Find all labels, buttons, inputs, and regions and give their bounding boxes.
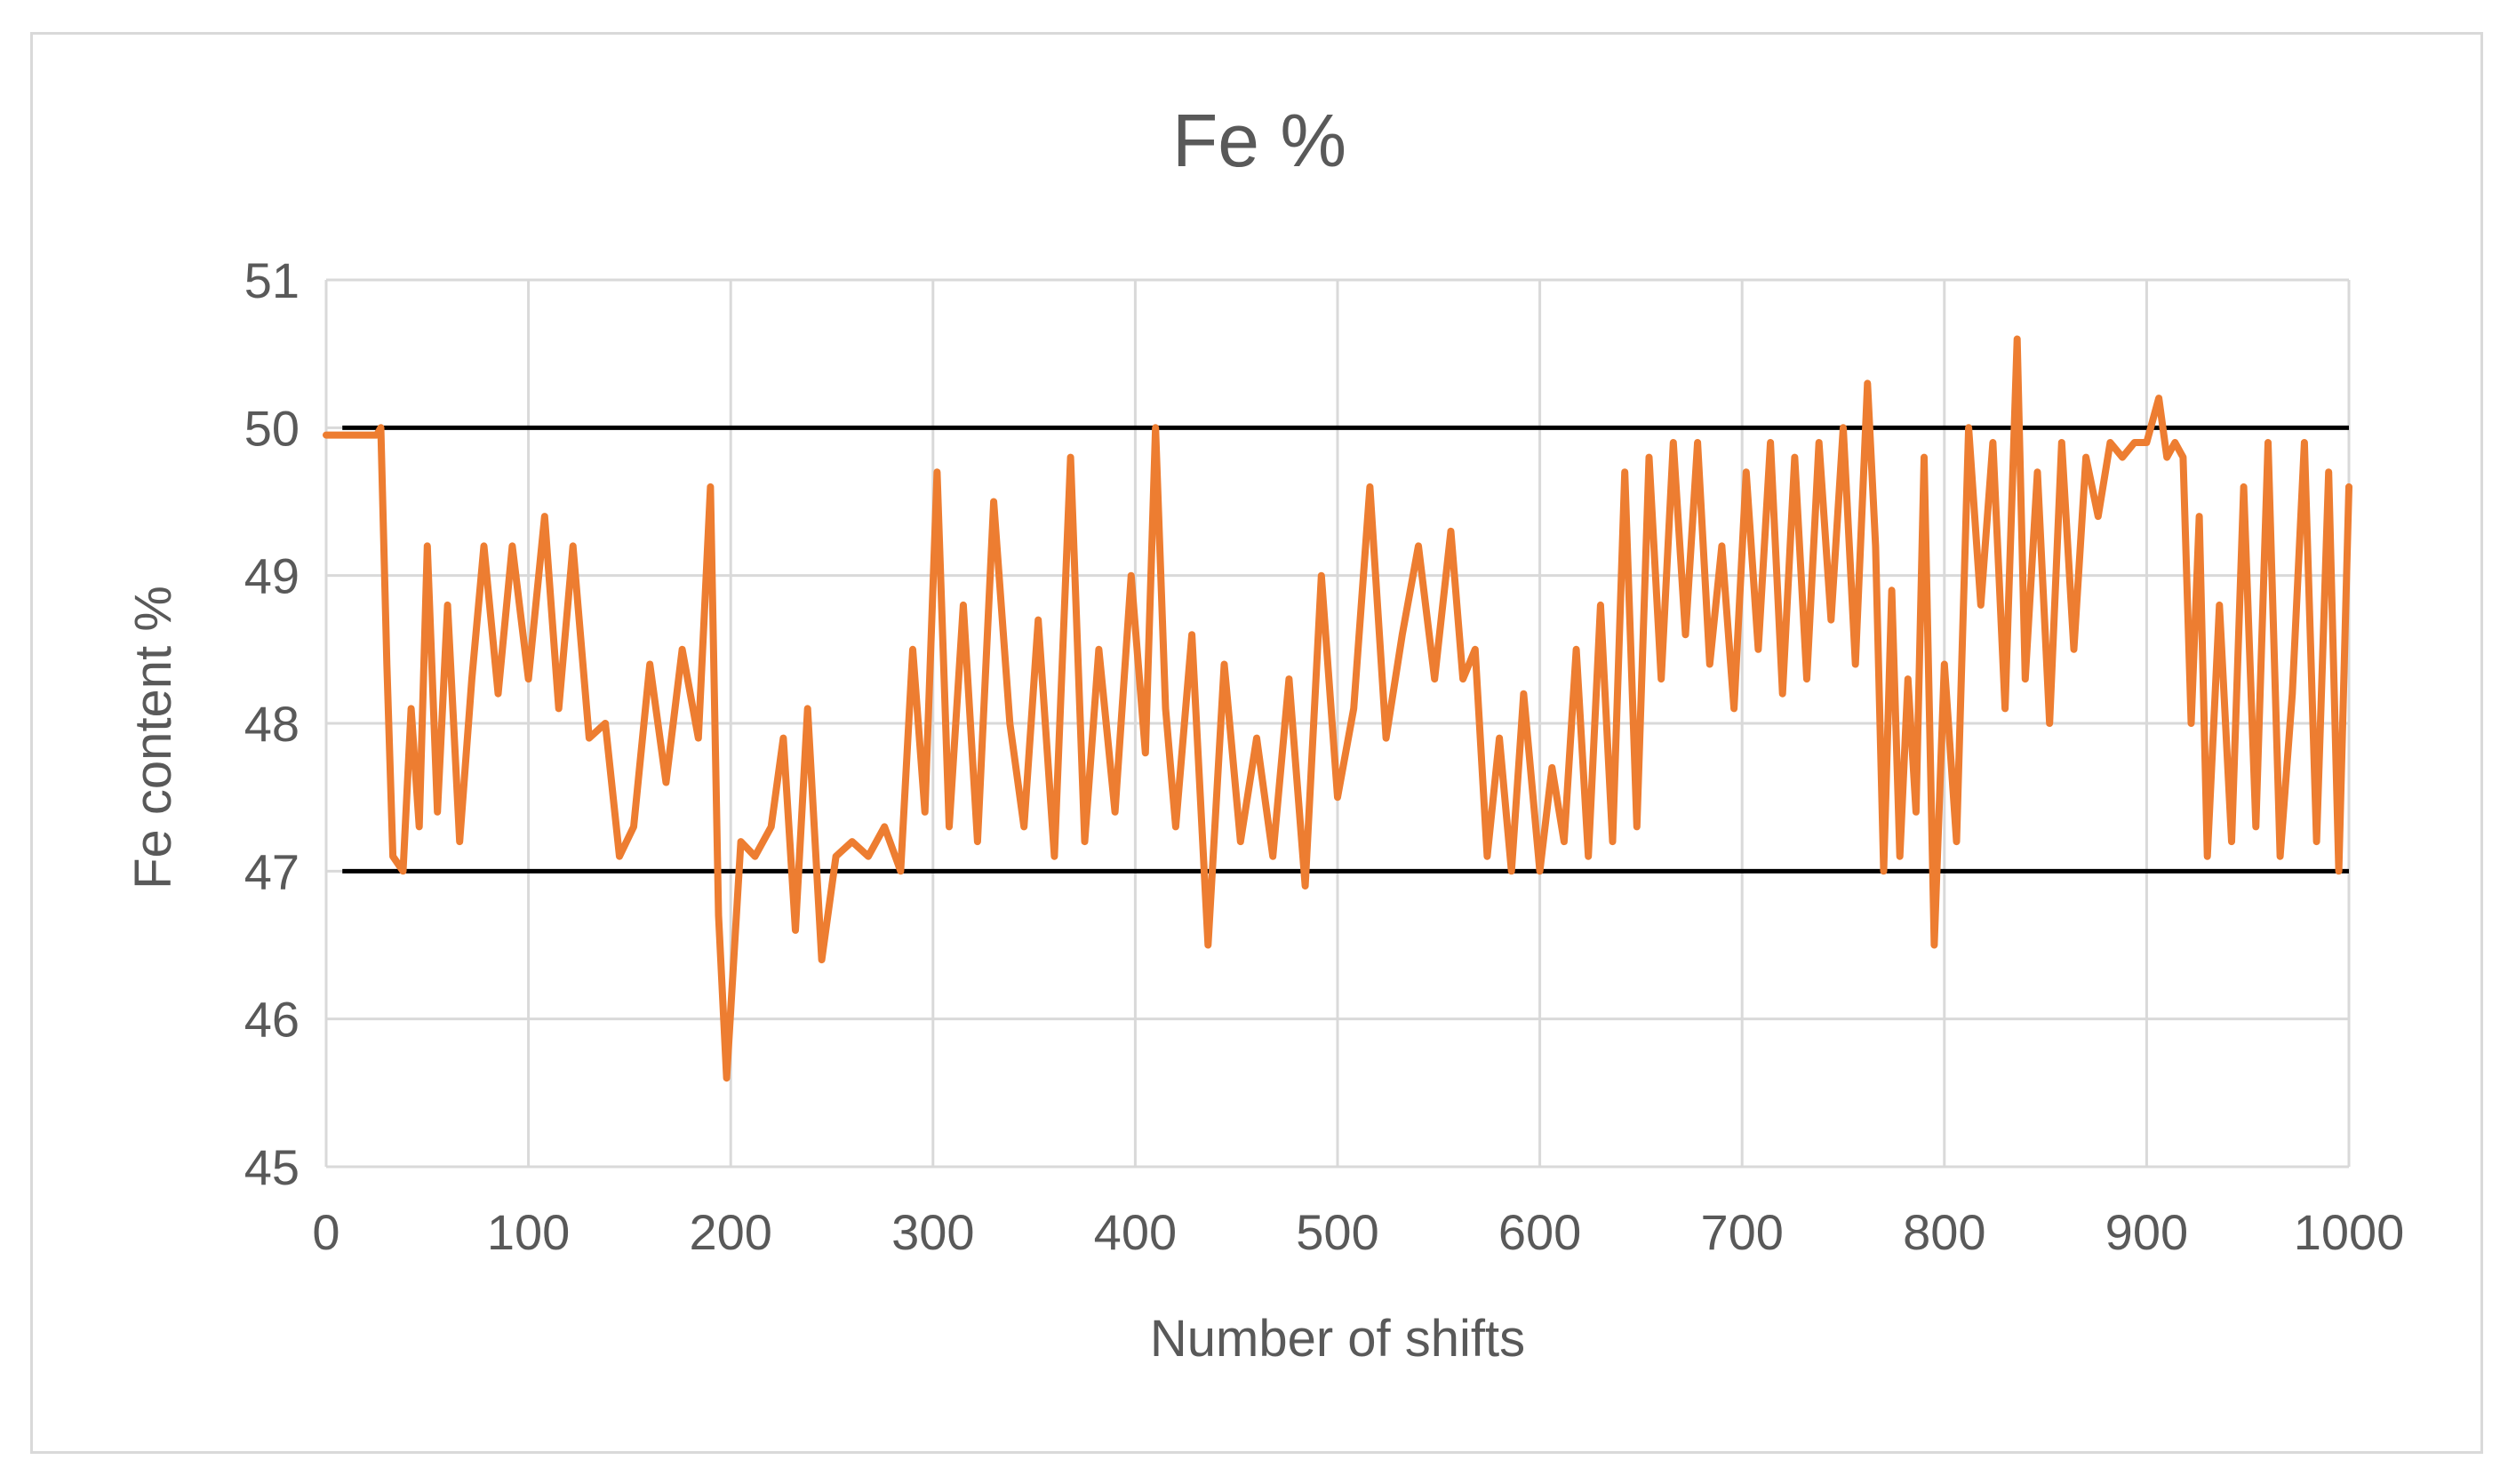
y-tick-label: 50 — [244, 400, 300, 456]
y-tick-label: 49 — [244, 548, 300, 604]
chart-title: Fe % — [1172, 99, 1346, 182]
x-tick-label: 600 — [1498, 1204, 1581, 1260]
y-tick-label: 51 — [244, 252, 300, 308]
y-tick-label: 48 — [244, 696, 300, 752]
x-tick-label: 200 — [689, 1204, 771, 1260]
grid-layer — [324, 278, 2351, 1169]
x-tick-label: 500 — [1296, 1204, 1378, 1260]
x-tick-label: 1000 — [2294, 1204, 2405, 1260]
series-layer — [323, 335, 2352, 1082]
x-tick-label: 800 — [1903, 1204, 1985, 1260]
x-axis-title: Number of shifts — [1150, 1310, 1525, 1368]
y-tick-label: 46 — [244, 992, 300, 1048]
y-axis-title: Fe content % — [124, 586, 182, 890]
x-axis-ticks: 0 100 200 300 400 500 600 700 800 900 1000 — [312, 1204, 2404, 1260]
x-tick-label: 300 — [891, 1204, 974, 1260]
x-tick-label: 900 — [2105, 1204, 2188, 1260]
y-axis-ticks: 45 46 47 48 49 50 51 — [244, 252, 300, 1195]
y-tick-label: 45 — [244, 1139, 300, 1195]
chart-frame: Fe % 0 100 200 300 400 500 600 700 800 900 1000 45… — [30, 32, 2483, 1454]
x-tick-label: 700 — [1700, 1204, 1783, 1260]
series-line — [323, 335, 2352, 1082]
chart-svg: Fe % 0 100 200 300 400 500 600 700 800 900 1000 45… — [124, 99, 2404, 1368]
x-tick-label: 100 — [487, 1204, 570, 1260]
y-tick-label: 47 — [244, 843, 300, 899]
x-tick-label: 400 — [1094, 1204, 1177, 1260]
x-tick-label: 0 — [312, 1204, 339, 1260]
